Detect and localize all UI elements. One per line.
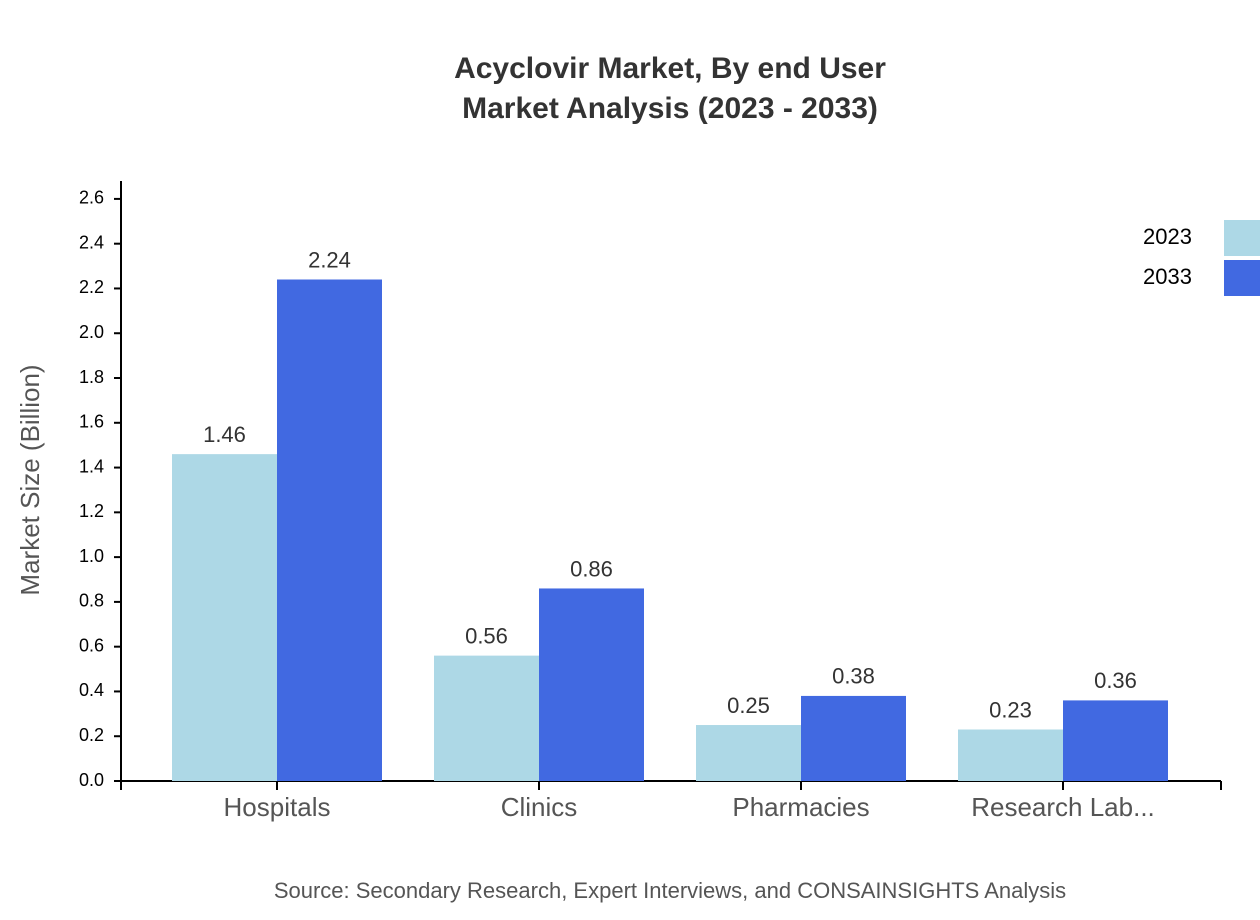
- legend-label: 2023: [1143, 224, 1192, 249]
- bar: [1063, 700, 1168, 781]
- y-axis-label: Market Size (Billion): [15, 364, 45, 595]
- y-tick-label: 1.8: [79, 367, 104, 387]
- y-tick-label: 0.8: [79, 591, 104, 611]
- y-tick-label: 0.0: [79, 770, 104, 790]
- value-label: 0.36: [1094, 668, 1137, 693]
- legend-swatch: [1224, 260, 1260, 296]
- y-tick-label: 1.6: [79, 412, 104, 432]
- bar: [958, 729, 1063, 781]
- value-label: 2.24: [308, 247, 351, 272]
- chart-title: Acyclovir Market, By end User: [454, 52, 886, 85]
- y-tick-label: 2.2: [79, 277, 104, 297]
- bar: [172, 454, 277, 781]
- value-label: 0.25: [727, 693, 770, 718]
- value-label: 0.56: [465, 623, 508, 648]
- x-tick-label: Hospitals: [224, 792, 331, 822]
- source-note: Source: Secondary Research, Expert Inter…: [274, 878, 1066, 903]
- y-tick-label: 2.0: [79, 322, 104, 342]
- y-tick-label: 1.2: [79, 501, 104, 521]
- x-tick-label: Clinics: [501, 792, 578, 822]
- bar: [539, 588, 644, 781]
- bar: [696, 725, 801, 781]
- chart-subtitle: Market Analysis (2023 - 2033): [462, 92, 878, 125]
- value-label: 0.23: [989, 697, 1032, 722]
- y-tick-label: 1.0: [79, 546, 104, 566]
- y-tick-label: 0.4: [79, 680, 104, 700]
- x-tick-label: Research Lab...: [971, 792, 1155, 822]
- value-label: 0.38: [832, 664, 875, 689]
- legend-swatch: [1224, 220, 1260, 256]
- x-tick-label: Pharmacies: [732, 792, 869, 822]
- y-tick-label: 0.2: [79, 725, 104, 745]
- y-tick-label: 0.6: [79, 635, 104, 655]
- value-label: 1.46: [203, 422, 246, 447]
- legend-label: 2033: [1143, 264, 1192, 289]
- bar: [434, 655, 539, 781]
- value-label: 0.86: [570, 556, 613, 581]
- y-tick-label: 2.4: [79, 232, 104, 252]
- y-tick-label: 1.4: [79, 456, 104, 476]
- bar: [801, 695, 906, 781]
- y-tick-label: 2.6: [79, 188, 104, 208]
- bar: [277, 279, 382, 781]
